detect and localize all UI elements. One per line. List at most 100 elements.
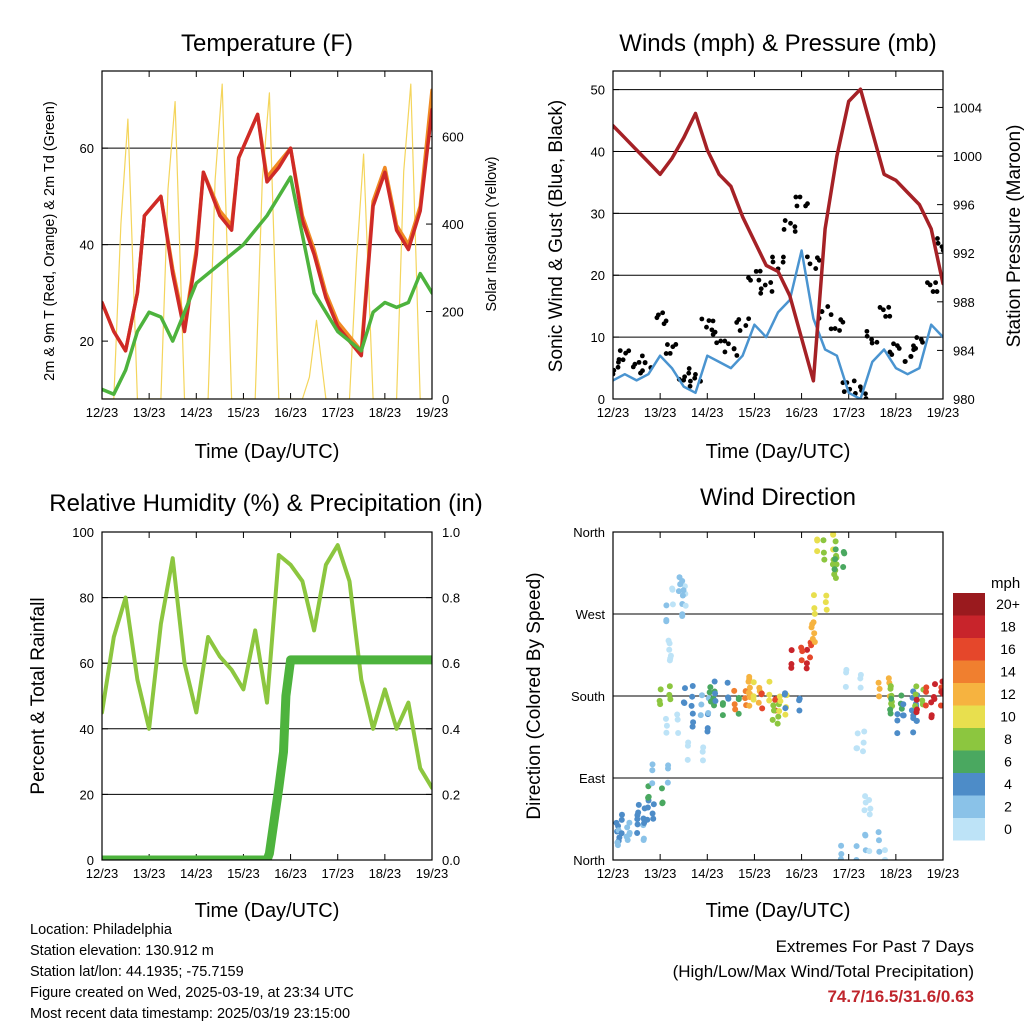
direction-point [814, 536, 821, 543]
series-line [613, 87, 943, 383]
colorbar-swatch [953, 818, 985, 841]
gust-point [665, 342, 670, 347]
direction-point [885, 675, 892, 682]
humidity-xlabel-text: Time (Day/UTC) [194, 900, 340, 922]
direction-point [705, 709, 712, 716]
colorbar-swatch [953, 660, 985, 683]
series-line [102, 655, 432, 860]
direction-point [923, 688, 930, 695]
direction-point [766, 691, 773, 698]
direction-point [798, 644, 805, 651]
direction-point [659, 800, 666, 807]
direction-point [888, 695, 895, 702]
gust-point [726, 341, 731, 347]
temperature-title: Temperature (F) [181, 30, 353, 57]
gust-point [869, 340, 875, 346]
direction-point [649, 761, 656, 768]
colorbar-swatch [953, 615, 985, 638]
gust-point [813, 266, 819, 271]
gust-point [663, 351, 669, 356]
direction-point [814, 548, 821, 555]
direction-point [831, 566, 838, 573]
direction-point [876, 685, 883, 692]
direction-point [776, 708, 783, 715]
xtick-label: 18/23 [880, 866, 913, 881]
gust-point [687, 383, 693, 389]
colorbar-swatch [953, 750, 985, 773]
ytick-label-left: North [573, 853, 605, 868]
direction-point [656, 697, 663, 704]
colorbar-label: 14 [1000, 664, 1016, 680]
direction-point [746, 702, 753, 709]
winds-xlabel: Time (Day/UTC) [706, 441, 851, 463]
xtick-label: 17/23 [832, 866, 865, 881]
direction-point [820, 549, 827, 556]
ytick-label-right: 1.0 [442, 525, 460, 540]
extremes-value: 74.7/16.5/31.6/0.63 [827, 987, 974, 1006]
gust-point [656, 312, 661, 318]
ytick-label-left: 0 [598, 392, 605, 407]
gust-point [864, 328, 870, 334]
direction-point [613, 819, 620, 826]
gust-point [686, 366, 692, 371]
gust-point [692, 375, 698, 381]
gust-point [781, 227, 787, 232]
gust-point [851, 378, 857, 384]
ytick-label-right: 0 [442, 392, 449, 407]
colorbar-swatch [953, 683, 985, 706]
temperature-ylabel-right: Solar Insolation (Yellow) [484, 156, 500, 311]
gust-point [616, 357, 622, 362]
gust-point [731, 346, 737, 352]
colorbar-label: 4 [1004, 776, 1012, 792]
gust-point [792, 229, 798, 234]
gust-point [828, 326, 834, 332]
series-line [102, 175, 432, 396]
direction-point [937, 702, 943, 709]
direction-point [664, 779, 671, 786]
gust-point [722, 338, 728, 344]
plot-frame [612, 531, 944, 861]
direction-point [645, 793, 652, 800]
direction-point [666, 657, 673, 664]
gust-point [699, 316, 705, 322]
gust-point [891, 341, 896, 347]
direction-point [679, 613, 686, 620]
gust-point [615, 364, 621, 370]
direction-point [823, 606, 830, 613]
direction-point [866, 848, 873, 855]
gust-point [819, 309, 825, 314]
gust-point [743, 323, 749, 328]
xtick-label: 14/23 [691, 866, 724, 881]
colorbar-label: 12 [1000, 686, 1016, 702]
gust-point [714, 340, 720, 346]
direction-point [853, 745, 860, 752]
ytick-label-right: 980 [953, 392, 975, 407]
xtick-label: 17/23 [321, 405, 354, 420]
direction-point [776, 693, 783, 700]
direction-point [821, 556, 828, 563]
gust-point [797, 194, 803, 200]
gust-point [927, 282, 933, 288]
direction-point [666, 640, 673, 647]
colorbar-swatch [953, 728, 985, 751]
gust-point [880, 307, 886, 313]
xtick-label: 13/23 [133, 405, 166, 420]
gust-point [734, 353, 740, 358]
gust-point [722, 349, 728, 355]
direction-title: Wind Direction [700, 484, 856, 511]
direction-point [688, 702, 695, 709]
gust-point [606, 371, 611, 376]
direction-point [706, 689, 713, 696]
gust-point [688, 378, 693, 384]
winds-ylabel-left: Sonic Wind & Gust (Blue, Black) [546, 100, 567, 372]
direction-point [614, 842, 621, 849]
ytick-label-right: 0.8 [442, 591, 460, 606]
direction-point [928, 714, 935, 721]
ytick-label-right: 992 [953, 246, 975, 261]
colorbar-label: 8 [1004, 731, 1012, 747]
ytick-label-left: 40 [80, 722, 94, 737]
direction-point [899, 712, 906, 719]
humidity-title: Relative Humidity (%) & Precipitation (i… [49, 490, 482, 517]
gust-point [736, 317, 742, 322]
